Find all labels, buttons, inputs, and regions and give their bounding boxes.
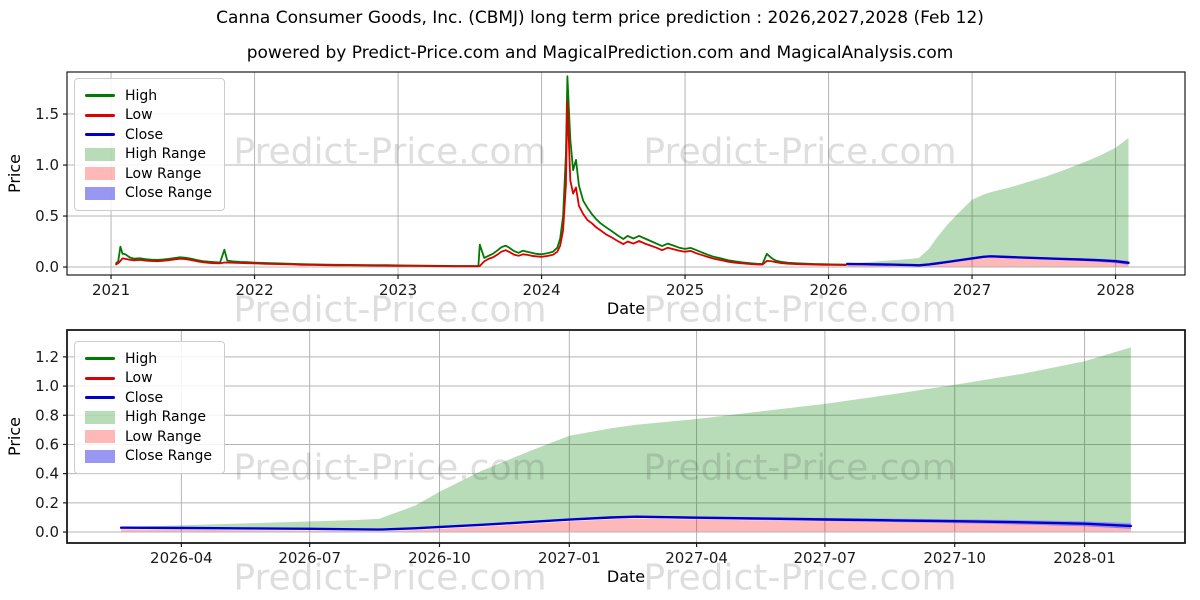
x-tick-label: 2022 — [235, 281, 273, 299]
x-tick-label: 2027-04 — [665, 549, 728, 567]
y-tick-label: 0.5 — [35, 207, 59, 225]
y-tick-label: 0.4 — [35, 465, 59, 483]
legend-swatch — [85, 449, 115, 463]
y-axis-label: Price — [5, 417, 24, 456]
plot-border — [66, 71, 1186, 276]
x-tick-label: 2027-07 — [794, 549, 857, 567]
legend-item-low: Low — [85, 106, 212, 126]
x-tick-label: 2028 — [1096, 281, 1134, 299]
high-line — [115, 75, 847, 267]
close-line — [119, 515, 1133, 531]
legend-item-label: Low — [125, 107, 153, 124]
x-tick-label: 2027-01 — [538, 549, 601, 567]
x-tick-label: 2026-10 — [408, 549, 471, 567]
legend-item-label: High Range — [125, 146, 206, 163]
x-tick-label: 2021 — [92, 281, 130, 299]
legend-item-label: Low — [125, 370, 153, 387]
x-tick-label: 2025 — [666, 281, 704, 299]
legend-swatch — [85, 396, 115, 400]
legend-swatch — [85, 410, 115, 424]
legend-item-high: High — [85, 349, 212, 369]
low-range-area — [121, 518, 1131, 532]
y-tick-label: 0.0 — [35, 523, 59, 541]
y-tick-label: 1.5 — [35, 105, 59, 123]
legend-item-high-range: High Range — [85, 408, 212, 428]
legend-item-close: Close — [85, 388, 212, 408]
x-tick-label: 2028-01 — [1053, 549, 1116, 567]
legend-swatch — [85, 186, 115, 200]
x-tick-label: 2027-10 — [923, 549, 986, 567]
y-tick-label: 0.6 — [35, 435, 59, 453]
close-line — [846, 255, 1130, 267]
legend-item-low-range: Low Range — [85, 164, 212, 184]
x-tick-label: 2023 — [379, 281, 417, 299]
x-tick-label: 2026 — [809, 281, 847, 299]
legend-swatch — [85, 147, 115, 161]
x-axis-label: Date — [607, 299, 645, 318]
chart-overview: 2021 2022 2023 2024 2025 2026 2027 2028 0.0 0.5 1.… — [5, 71, 1186, 318]
legend-item-label: Close Range — [125, 185, 212, 202]
legend-swatch — [85, 167, 115, 181]
legend-item-low-range: Low Range — [85, 427, 212, 447]
legend-overview: High Low Close High Range Low Range Close Ran… — [74, 78, 225, 211]
y-tick-label: 0.0 — [35, 258, 59, 276]
legend-item-label: High Range — [125, 409, 206, 426]
page-subtitle: powered by Predict-Price.com and Magical… — [246, 43, 954, 63]
plot-border — [66, 329, 1186, 544]
legend-item-label: Low Range — [125, 165, 202, 182]
x-tick-label: 2024 — [522, 281, 560, 299]
legend-swatch — [85, 133, 115, 137]
legend-item-label: Close — [125, 389, 164, 406]
low-line — [115, 100, 847, 268]
x-tick-label: 2026-04 — [150, 549, 213, 567]
x-tick-label: 2027 — [953, 281, 991, 299]
legend-swatch — [85, 113, 115, 117]
x-axis-label: Date — [607, 567, 645, 586]
legend-item-close: Close — [85, 125, 212, 145]
y-tick-label: 1.0 — [35, 377, 59, 395]
low-range-area — [847, 257, 1129, 267]
y-tick-label: 0.8 — [35, 406, 59, 424]
chart-forecast-detail: 2026-04 2026-07 2026-10 2027-01 2027-04 2027-… — [5, 329, 1186, 586]
y-axis-label: Price — [5, 154, 24, 193]
legend-forecast: High Low Close High Range Low Range Close Ran… — [74, 341, 225, 474]
legend-item-close-range: Close Range — [85, 447, 212, 467]
legend-item-label: Close — [125, 126, 164, 143]
legend-item-low: Low — [85, 369, 212, 389]
legend-swatch — [85, 94, 115, 98]
y-tick-label: 0.2 — [35, 494, 59, 512]
legend-item-label: High — [125, 87, 158, 104]
y-tick-label: 1.2 — [35, 348, 59, 366]
x-tick-label: 2026-07 — [278, 549, 341, 567]
legend-swatch — [85, 430, 115, 444]
legend-item-label: Close Range — [125, 448, 212, 465]
legend-item-high-range: High Range — [85, 145, 212, 165]
legend-item-label: High — [125, 350, 158, 367]
legend-item-high: High — [85, 86, 212, 106]
legend-item-close-range: Close Range — [85, 184, 212, 204]
high-range-area — [847, 138, 1129, 265]
legend-swatch — [85, 357, 115, 361]
legend-item-label: Low Range — [125, 428, 202, 445]
high-range-area — [121, 347, 1131, 529]
legend-swatch — [85, 376, 115, 380]
y-tick-label: 1.0 — [35, 156, 59, 174]
page-title: Canna Consumer Goods, Inc. (CBMJ) long t… — [216, 8, 984, 28]
